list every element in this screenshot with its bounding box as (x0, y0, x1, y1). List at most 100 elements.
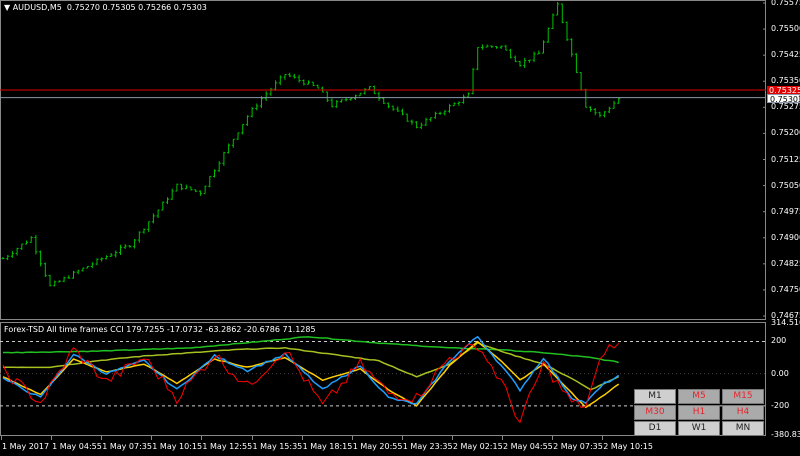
ohlc-bar (20, 243, 24, 250)
ohlc-bar (415, 121, 419, 129)
time-axis-label: 1 May 07:35 (102, 442, 152, 451)
ohlc-bar (612, 100, 616, 109)
time-axis-label: 1 May 2017 (2, 442, 50, 451)
ohlc-bar (76, 269, 80, 275)
ohlc-values: 0.75270 0.75305 0.75266 0.75303 (66, 3, 207, 12)
timeframe-button-d1[interactable]: D1 (634, 421, 676, 436)
symbol-label: AUDUSD,M5 (12, 3, 62, 12)
ohlc-bar (156, 209, 160, 219)
ohlc-bar (245, 115, 249, 126)
ohlc-bar (607, 106, 611, 114)
ohlc-bar (151, 213, 155, 224)
ohlc-bar (438, 111, 442, 115)
ohlc-bar (297, 74, 301, 83)
timeframe-button-mn[interactable]: MN (722, 421, 764, 436)
ohlc-bar (424, 117, 428, 126)
ohlc-bar (217, 161, 221, 172)
ohlc-bar (485, 44, 489, 48)
price-axis-label: 0.74825 (771, 258, 800, 268)
cci-line-cci_fast (2, 342, 620, 424)
price-plot (0, 2, 766, 317)
ohlc-bar (603, 111, 607, 118)
collapse-triangle-icon[interactable]: ▼ (4, 3, 11, 12)
ohlc-bar (358, 92, 362, 97)
ohlc-bar (584, 88, 588, 108)
ohlc-bar (401, 108, 404, 116)
ohlc-bar (264, 91, 268, 102)
ohlc-bar (57, 280, 61, 283)
timeframe-button-h4[interactable]: H4 (722, 405, 764, 420)
ohlc-bar (513, 55, 517, 63)
ohlc-bar (349, 98, 353, 101)
ohlc-bar (316, 84, 320, 89)
ohlc-bar (213, 169, 216, 178)
ohlc-bar (443, 110, 447, 116)
ohlc-bar (391, 105, 395, 111)
ask-price-tag: 0.75325 (767, 85, 800, 95)
price-axis-label: 0.75425 (771, 50, 800, 60)
ohlc-bar (86, 265, 90, 269)
ohlc-bar (325, 91, 329, 103)
price-axis-label: 0.75275 (771, 102, 800, 112)
ohlc-bar (311, 81, 315, 87)
ohlc-bar (95, 258, 99, 266)
ohlc-bar (560, 3, 564, 24)
ohlc-bar (382, 96, 386, 104)
time-tick (201, 436, 203, 440)
ohlc-bar (339, 99, 343, 103)
ohlc-bar (396, 106, 400, 112)
ohlc-bar (405, 113, 409, 122)
ohlc-bar (6, 254, 10, 261)
ohlc-bar (53, 280, 57, 287)
ohlc-bar (109, 253, 113, 258)
ohlc-bar (579, 72, 583, 91)
ohlc-bar (476, 47, 480, 71)
time-axis-label: 1 May 20:55 (352, 442, 403, 451)
ohlc-bar (617, 97, 621, 104)
ohlc-bar (593, 107, 597, 116)
timeframe-button-m30[interactable]: M30 (634, 405, 676, 420)
ohlc-bar (137, 231, 141, 243)
ohlc-bar (255, 103, 259, 111)
timeframe-button-m5[interactable]: M5 (678, 389, 720, 404)
ohlc-bar (231, 138, 235, 148)
ohlc-bar (39, 250, 43, 267)
time-tick (251, 436, 253, 440)
ohlc-bar (114, 250, 118, 258)
ohlc-bar (598, 111, 602, 118)
time-tick (351, 436, 353, 440)
timeframe-button-w1[interactable]: W1 (678, 421, 720, 436)
time-tick (451, 436, 453, 440)
ohlc-bar (410, 119, 414, 125)
ohlc-bar (429, 117, 433, 122)
timeframe-button-m15[interactable]: M15 (722, 389, 764, 404)
time-tick (151, 436, 153, 440)
timeframe-button-m1[interactable]: M1 (634, 389, 676, 404)
ohlc-bar (128, 245, 132, 248)
ohlc-bar (546, 27, 550, 43)
price-axis-label: 0.74675 (771, 311, 800, 320)
ohlc-bar (222, 151, 226, 166)
ohlc-bar (236, 132, 240, 140)
time-tick (502, 436, 503, 440)
cci-axis-label: 314.5161 (771, 318, 800, 327)
ohlc-bar (269, 87, 273, 96)
time-axis-label: 2 May 10:15 (603, 442, 653, 451)
ohlc-bar (180, 183, 184, 191)
ohlc-bar (133, 239, 137, 249)
ohlc-bar (523, 57, 527, 69)
ohlc-bar (570, 38, 574, 57)
cci-axis-label: -380.8342 (771, 430, 800, 439)
timeframe-button-h1[interactable]: H1 (678, 405, 720, 420)
time-tick (51, 436, 53, 440)
ohlc-bar (542, 40, 545, 54)
ohlc-bar (292, 73, 296, 79)
ohlc-bar (452, 102, 456, 107)
ohlc-bar (10, 250, 14, 258)
indicator-window[interactable] (0, 322, 766, 436)
ohlc-bar (589, 106, 592, 112)
